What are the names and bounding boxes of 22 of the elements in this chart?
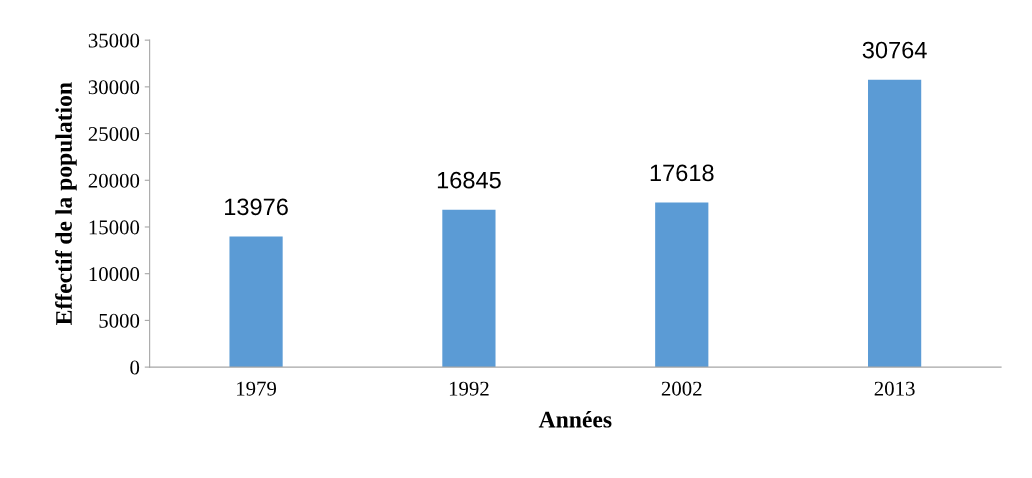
y-tick-label: 30000 [88,80,140,95]
bar [868,79,922,368]
x-tick-label: 1992 [449,381,489,396]
data-label: 16845 [437,171,501,189]
x-tick-label: 2013 [874,381,915,396]
y-tick-label: 20000 [88,173,140,188]
y-axis-title: Effectif de la population [55,82,77,325]
y-tick-label: 25000 [88,126,140,141]
y-tick-label: 10000 [89,267,140,282]
bar [655,202,709,368]
bar [229,236,283,368]
bar [442,209,496,368]
data-label: 30764 [862,41,927,59]
y-tick-label: 15000 [89,220,140,235]
y-tick-label: 0 [130,360,140,375]
x-axis-title: Années [538,410,612,428]
data-label: 17618 [650,164,714,182]
x-tick-label: 2002 [661,381,702,396]
y-tick-label: 35000 [88,33,140,48]
x-tick-label: 1979 [237,381,277,396]
data-label: 13976 [225,198,288,216]
y-tick-label: 5000 [99,313,140,328]
